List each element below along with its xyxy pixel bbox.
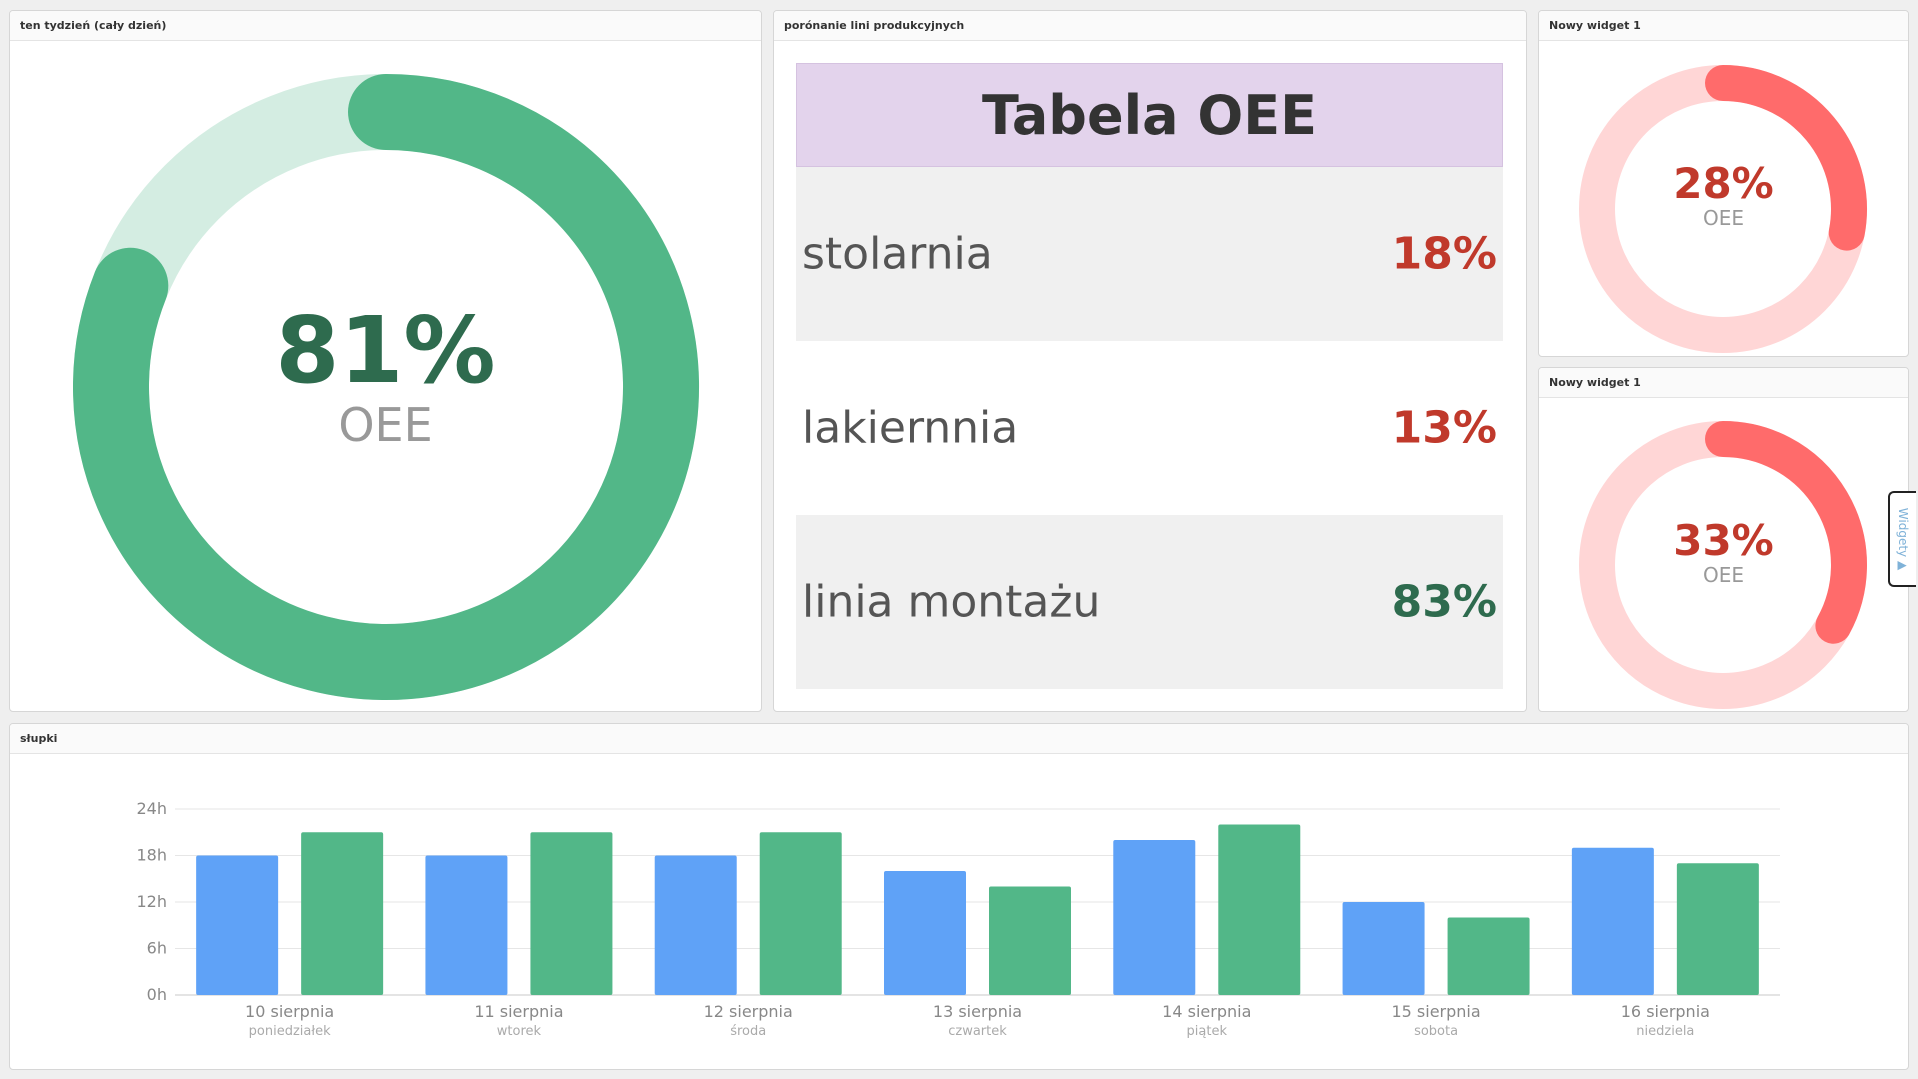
bar	[654, 855, 737, 995]
x-tick-label: 16 sierpnia	[1621, 1002, 1710, 1021]
bar-chart: 0h 6h 12h 18h 24h 10 sierpnia poniedziałek 11 s…	[137, 799, 1780, 1039]
widget-header[interactable]: Nowy widget 1	[1539, 11, 1908, 41]
oee-table: Tabela OEE stolarnia 18% lakiernnia 13% …	[796, 63, 1503, 689]
small-donut-chart	[1579, 65, 1867, 353]
y-tick-label: 12h	[137, 892, 168, 911]
widgets-side-tab[interactable]: Widgety ▲	[1888, 491, 1916, 587]
x-tick-label: 15 sierpnia	[1391, 1002, 1480, 1021]
x-tick-sublabel: wtorek	[497, 1024, 542, 1039]
table-row: linia montażu 83%	[796, 515, 1503, 689]
bar	[425, 855, 508, 995]
oee-value: 81%	[275, 297, 496, 404]
oee-label: OEE	[1702, 563, 1744, 587]
widget-header[interactable]: słupki	[10, 724, 1908, 754]
bar	[989, 886, 1071, 995]
widget-small-oee-1: Nowy widget 1 28% OEE	[1538, 10, 1909, 357]
x-tick-sublabel: piątek	[1187, 1024, 1228, 1039]
x-tick-sublabel: poniedziałek	[249, 1024, 331, 1039]
line-name: lakiernnia	[802, 402, 1019, 454]
x-tick-sublabel: środa	[730, 1024, 766, 1039]
y-tick-label: 6h	[147, 939, 167, 958]
x-tick-label: 10 sierpnia	[245, 1002, 334, 1021]
widget-small-oee-2: Nowy widget 1 33% OEE	[1538, 367, 1909, 712]
oee-table-title: Tabela OEE	[796, 63, 1503, 167]
bar	[1571, 847, 1654, 995]
bar	[1113, 840, 1196, 995]
widget-header[interactable]: porónanie lini produkcyjnych	[774, 11, 1526, 41]
widgets-tab-label: Widgety ▲	[1896, 507, 1910, 571]
x-tick-label: 13 sierpnia	[933, 1002, 1022, 1021]
widget-header[interactable]: ten tydzień (cały dzień)	[10, 11, 761, 41]
widget-bars: słupki 0h 6h 12h 18h 24h 10 sierpnia poniedzia…	[9, 723, 1909, 1070]
bar	[196, 855, 279, 995]
widget-production-lines: porónanie lini produkcyjnych Tabela OEE …	[773, 10, 1527, 712]
table-row: lakiernnia 13%	[796, 341, 1503, 515]
line-name: stolarnia	[802, 228, 993, 280]
widget-header[interactable]: Nowy widget 1	[1539, 368, 1908, 398]
bar	[759, 832, 842, 995]
oee-value: 33%	[1673, 516, 1774, 565]
y-tick-label: 24h	[137, 799, 168, 818]
y-tick-label: 0h	[147, 985, 167, 1004]
bar	[1447, 917, 1530, 995]
bar	[530, 832, 613, 995]
bar	[301, 832, 384, 995]
x-tick-label: 14 sierpnia	[1162, 1002, 1251, 1021]
bar	[1342, 902, 1425, 995]
bar	[884, 871, 966, 995]
x-tick-sublabel: czwartek	[948, 1024, 1007, 1039]
widget-week-oee: ten tydzień (cały dzień) 81% OEE	[9, 10, 762, 712]
x-tick-sublabel: sobota	[1414, 1024, 1458, 1039]
donut-arc	[1705, 421, 1867, 644]
oee-value: 28%	[1673, 159, 1774, 208]
donut-arc	[1705, 65, 1867, 251]
x-tick-label: 12 sierpnia	[704, 1002, 793, 1021]
small-donut-chart	[1579, 421, 1867, 709]
donut-arc	[73, 74, 699, 700]
x-tick-sublabel: niedziela	[1636, 1024, 1694, 1039]
table-row: stolarnia 18%	[796, 167, 1503, 341]
oee-label: OEE	[338, 398, 433, 452]
line-value: 13%	[1391, 402, 1497, 454]
oee-donut-chart	[73, 74, 699, 700]
x-tick-label: 11 sierpnia	[474, 1002, 563, 1021]
line-value: 83%	[1391, 576, 1497, 628]
line-name: linia montażu	[802, 576, 1101, 628]
bar	[1218, 824, 1301, 995]
y-tick-label: 18h	[137, 846, 168, 865]
line-value: 18%	[1391, 228, 1497, 280]
bar	[1676, 863, 1759, 995]
oee-label: OEE	[1702, 206, 1744, 230]
